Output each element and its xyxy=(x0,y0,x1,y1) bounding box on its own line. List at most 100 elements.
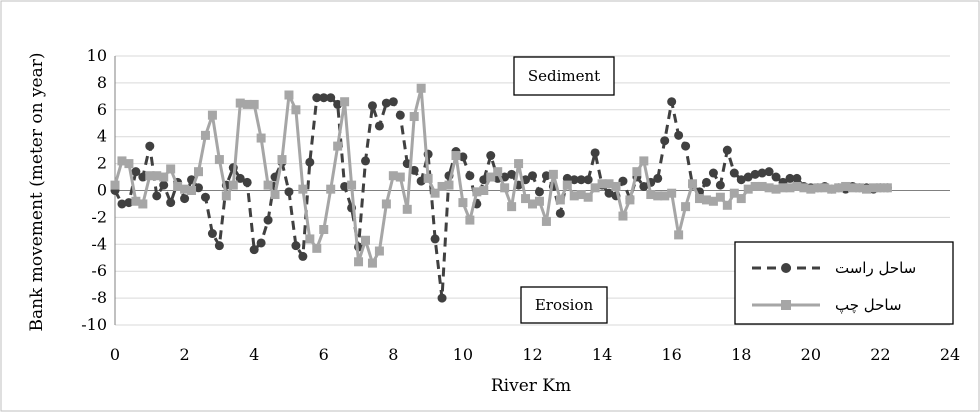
data-point xyxy=(430,188,440,198)
data-point xyxy=(152,191,162,201)
y-tick-label: 6 xyxy=(97,100,107,119)
data-point xyxy=(729,168,739,178)
data-point xyxy=(479,186,489,195)
y-tick-label: 0 xyxy=(97,181,107,200)
data-point xyxy=(743,172,753,182)
data-point xyxy=(458,152,468,162)
data-point xyxy=(681,202,691,212)
data-point xyxy=(166,198,176,208)
data-point xyxy=(333,141,343,151)
data-point xyxy=(736,194,746,204)
data-point xyxy=(639,181,649,191)
sediment-annotation: Sediment xyxy=(513,56,615,96)
data-point xyxy=(681,141,691,151)
y-tick-label: -8 xyxy=(91,288,107,307)
data-point xyxy=(207,229,217,239)
data-point xyxy=(465,171,475,181)
data-point xyxy=(180,194,190,204)
data-point xyxy=(319,225,329,235)
data-point xyxy=(298,184,308,194)
x-tick-label: 8 xyxy=(388,345,398,364)
data-point xyxy=(166,164,176,174)
data-point xyxy=(451,151,461,161)
data-point xyxy=(820,183,830,193)
data-point xyxy=(583,175,593,185)
data-point xyxy=(708,168,718,178)
data-point xyxy=(632,167,642,177)
data-point xyxy=(562,180,572,190)
data-point xyxy=(235,173,245,183)
data-point xyxy=(395,172,405,182)
x-tick-label: 22 xyxy=(870,345,890,364)
data-point xyxy=(528,171,537,181)
y-tick-label: 4 xyxy=(97,127,107,146)
data-point xyxy=(117,156,127,166)
data-point xyxy=(757,181,767,191)
data-point xyxy=(639,156,649,166)
data-point xyxy=(416,83,426,93)
data-point xyxy=(194,183,203,193)
data-point xyxy=(124,159,134,169)
data-point xyxy=(284,187,294,197)
data-point xyxy=(653,191,663,201)
data-point xyxy=(145,141,155,151)
data-point xyxy=(806,184,816,194)
data-point xyxy=(249,99,259,109)
erosion-annotation-box xyxy=(520,286,608,324)
legend: ساحل راست ساحل چپ xyxy=(734,241,954,325)
data-point xyxy=(291,241,301,251)
data-point xyxy=(388,171,398,181)
x-tick-label: 2 xyxy=(179,345,189,364)
y-axis-title: Bank movement (meter on year) xyxy=(27,52,47,331)
data-point xyxy=(841,181,851,191)
data-point xyxy=(611,181,621,191)
sediment-annotation-text: Sediment xyxy=(528,67,600,85)
data-point xyxy=(298,251,308,261)
data-point xyxy=(764,183,774,193)
data-point xyxy=(597,179,607,189)
data-point xyxy=(367,101,377,111)
data-point xyxy=(695,194,704,204)
data-point xyxy=(110,180,120,190)
data-point xyxy=(402,204,412,214)
data-point xyxy=(785,183,795,193)
data-point xyxy=(152,171,162,181)
data-point xyxy=(305,234,315,244)
data-point xyxy=(548,169,558,179)
y-tick-label: -4 xyxy=(91,234,107,253)
data-point xyxy=(221,191,231,201)
data-point xyxy=(590,148,600,158)
data-point xyxy=(131,167,141,177)
data-point xyxy=(493,167,503,177)
data-point xyxy=(799,183,809,193)
x-tick-label: 18 xyxy=(731,345,751,364)
data-point xyxy=(834,183,844,193)
y-tick-label: 10 xyxy=(87,46,107,65)
data-point xyxy=(785,173,795,183)
data-point xyxy=(792,173,802,183)
data-point xyxy=(528,199,537,209)
y-tick-label: 2 xyxy=(97,154,107,173)
data-point xyxy=(131,196,141,206)
data-point xyxy=(569,175,579,185)
data-point xyxy=(465,215,475,225)
data-point xyxy=(604,179,614,189)
data-point xyxy=(653,173,663,183)
series-left-bank xyxy=(110,83,892,268)
x-tick-label: 16 xyxy=(661,345,681,364)
x-tick-label: 12 xyxy=(522,345,542,364)
data-point xyxy=(381,199,391,209)
data-point xyxy=(778,183,788,193)
data-point xyxy=(180,184,190,194)
data-point xyxy=(507,169,517,179)
data-point xyxy=(646,190,656,200)
legend-box xyxy=(734,241,954,325)
y-tick-label: -2 xyxy=(91,207,107,226)
data-point xyxy=(138,172,148,182)
data-point xyxy=(187,186,197,195)
data-point xyxy=(708,196,718,206)
data-point xyxy=(534,196,544,206)
legend-left-bank-marker xyxy=(781,300,791,310)
data-point xyxy=(270,190,280,200)
